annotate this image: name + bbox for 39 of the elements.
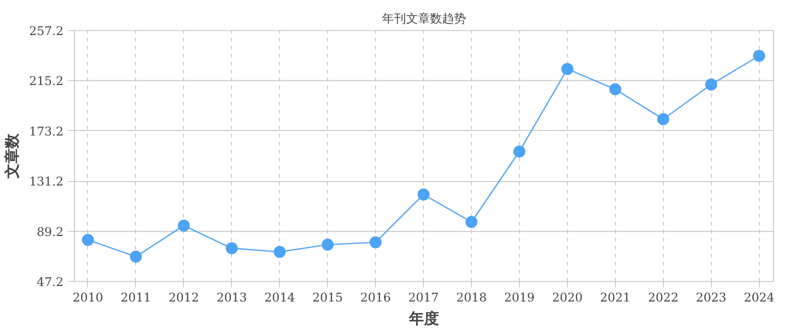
y-axis-title: 文章数	[3, 132, 22, 180]
point	[82, 234, 94, 246]
point	[705, 78, 718, 91]
y-tick-label: 47.2	[36, 275, 64, 289]
x-tick-label: 2010	[72, 290, 104, 304]
x-tick-label: 2018	[456, 290, 487, 304]
point	[657, 113, 670, 126]
x-tick-label: 2015	[312, 290, 343, 304]
point	[322, 238, 334, 251]
x-axis-title: 年度	[408, 310, 439, 328]
point	[370, 236, 382, 248]
x-tick-label: 2023	[696, 290, 726, 304]
point	[465, 216, 478, 228]
point	[226, 242, 238, 254]
y-tick-label: 215.2	[29, 74, 64, 88]
x-tick-label: 2021	[600, 290, 631, 304]
x-tick-label: 2024	[744, 290, 775, 304]
x-tick-label: 2020	[552, 290, 583, 304]
chart-title: 年刊文章数趋势	[382, 12, 466, 26]
x-tick-label: 2017	[408, 290, 439, 304]
point	[753, 50, 766, 62]
y-tick-label: 257.2	[29, 24, 64, 38]
x-tick-label: 2011	[120, 290, 152, 304]
x-tick-label: 2022	[648, 290, 679, 304]
x-tick-label: 2014	[264, 290, 296, 304]
x-tick-label: 2013	[216, 290, 248, 304]
point	[609, 83, 622, 96]
y-tick-label: 173.2	[29, 124, 64, 138]
x-tick-label: 2016	[360, 290, 391, 304]
point	[178, 220, 190, 232]
y-tick-label: 89.2	[36, 224, 64, 239]
point	[130, 250, 142, 263]
point	[418, 188, 430, 200]
x-tick-label: 2019	[504, 290, 535, 304]
point	[513, 145, 526, 158]
x-tick-label: 2012	[168, 290, 200, 304]
point	[274, 246, 286, 258]
point	[561, 63, 574, 75]
y-tick-label: 131.2	[29, 174, 64, 189]
